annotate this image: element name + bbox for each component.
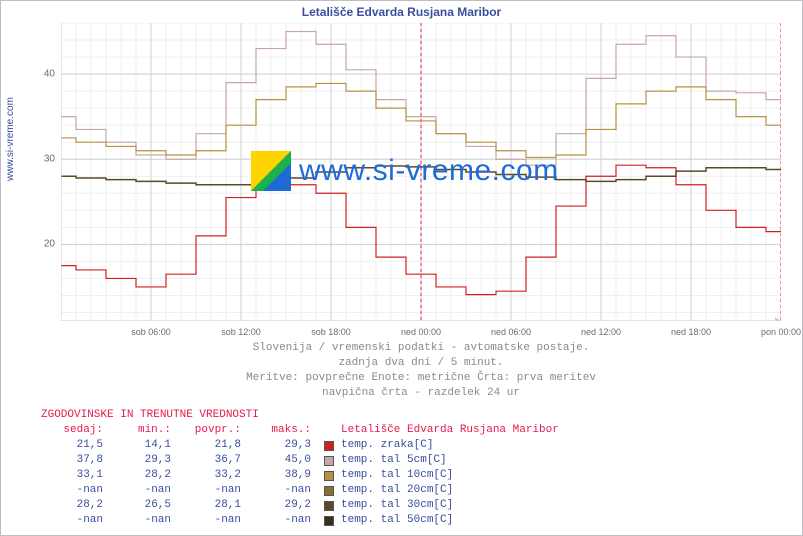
stats-block: ZGODOVINSKE IN TRENUTNE VREDNOSTI sedaj:… — [41, 409, 559, 528]
series-name: temp. tal 10cm[C] — [337, 468, 453, 483]
stat-avg: -nan — [177, 513, 247, 528]
col-header-max: maks.: — [247, 423, 321, 438]
stat-max: 45,0 — [247, 453, 321, 468]
stats-row: 21,514,121,829,3 temp. zraka[C] — [41, 438, 559, 453]
stat-now: 33,1 — [41, 468, 109, 483]
x-tick-label: sob 12:00 — [221, 327, 261, 337]
chart-title: Letališče Edvarda Rusjana Maribor — [1, 5, 802, 19]
chart-frame: www.si-vreme.com Letališče Edvarda Rusja… — [0, 0, 803, 536]
stat-max: 29,3 — [247, 438, 321, 453]
y-tick-label: 30 — [44, 154, 55, 165]
x-tick-label: ned 12:00 — [581, 327, 621, 337]
series-swatch-icon — [321, 486, 337, 496]
series-swatch-icon — [321, 471, 337, 481]
x-tick-label: ned 00:00 — [401, 327, 441, 337]
stats-row: 28,226,528,129,2 temp. tal 30cm[C] — [41, 498, 559, 513]
series-name: temp. zraka[C] — [337, 438, 433, 453]
x-tick-label: pon 00:00 — [761, 327, 801, 337]
stat-now: 37,8 — [41, 453, 109, 468]
stats-row: -nan-nan-nan-nantemp. tal 20cm[C] — [41, 483, 559, 498]
x-tick-label: sob 18:00 — [311, 327, 351, 337]
stat-now: -nan — [41, 483, 109, 498]
series-name: temp. tal 5cm[C] — [337, 453, 447, 468]
caption-line: zadnja dva dni / 5 minut. — [61, 356, 781, 371]
stat-avg: 21,8 — [177, 438, 247, 453]
stat-min: -nan — [109, 483, 177, 498]
stat-avg: 33,2 — [177, 468, 247, 483]
stats-row: 33,128,233,238,9 temp. tal 10cm[C] — [41, 468, 559, 483]
series-swatch-icon — [321, 441, 337, 451]
series-name: temp. tal 30cm[C] — [337, 498, 453, 513]
stat-now: -nan — [41, 513, 109, 528]
stat-avg: 36,7 — [177, 453, 247, 468]
x-tick-label: sob 06:00 — [131, 327, 171, 337]
source-url-label: www.si-vreme.com — [5, 97, 16, 181]
stat-max: -nan — [247, 483, 321, 498]
series-swatch-icon — [321, 456, 337, 466]
stats-row: -nan-nan-nan-nantemp. tal 50cm[C] — [41, 513, 559, 528]
stat-avg: -nan — [177, 483, 247, 498]
stat-now: 21,5 — [41, 438, 109, 453]
line-chart: 203040sob 06:00sob 12:00sob 18:00ned 00:… — [61, 23, 781, 321]
series-name: temp. tal 20cm[C] — [337, 483, 453, 498]
col-header-avg: povpr.: — [177, 423, 247, 438]
stat-min: -nan — [109, 513, 177, 528]
stats-heading: ZGODOVINSKE IN TRENUTNE VREDNOSTI — [41, 409, 559, 421]
stat-min: 14,1 — [109, 438, 177, 453]
y-tick-label: 40 — [44, 69, 55, 80]
stat-avg: 28,1 — [177, 498, 247, 513]
chart-caption: Slovenija / vremenski podatki - avtomats… — [61, 341, 781, 400]
caption-line: navpična črta - razdelek 24 ur — [61, 386, 781, 401]
stats-header-row: sedaj: min.: povpr.: maks.: Letališče Ed… — [41, 423, 559, 438]
col-header-station: Letališče Edvarda Rusjana Maribor — [337, 423, 559, 438]
stats-row: 37,829,336,745,0 temp. tal 5cm[C] — [41, 453, 559, 468]
stat-max: 38,9 — [247, 468, 321, 483]
y-tick-label: 20 — [44, 239, 55, 250]
stat-min: 26,5 — [109, 498, 177, 513]
stat-max: 29,2 — [247, 498, 321, 513]
stat-min: 29,3 — [109, 453, 177, 468]
series-swatch-icon — [321, 501, 337, 511]
col-header-min: min.: — [109, 423, 177, 438]
stat-max: -nan — [247, 513, 321, 528]
col-header-now: sedaj: — [41, 423, 109, 438]
stat-min: 28,2 — [109, 468, 177, 483]
caption-line: Meritve: povprečne Enote: metrične Črta:… — [61, 371, 781, 386]
stat-now: 28,2 — [41, 498, 109, 513]
series-swatch-icon — [321, 516, 337, 526]
series-name: temp. tal 50cm[C] — [337, 513, 453, 528]
x-tick-label: ned 18:00 — [671, 327, 711, 337]
caption-line: Slovenija / vremenski podatki - avtomats… — [61, 341, 781, 356]
x-tick-label: ned 06:00 — [491, 327, 531, 337]
